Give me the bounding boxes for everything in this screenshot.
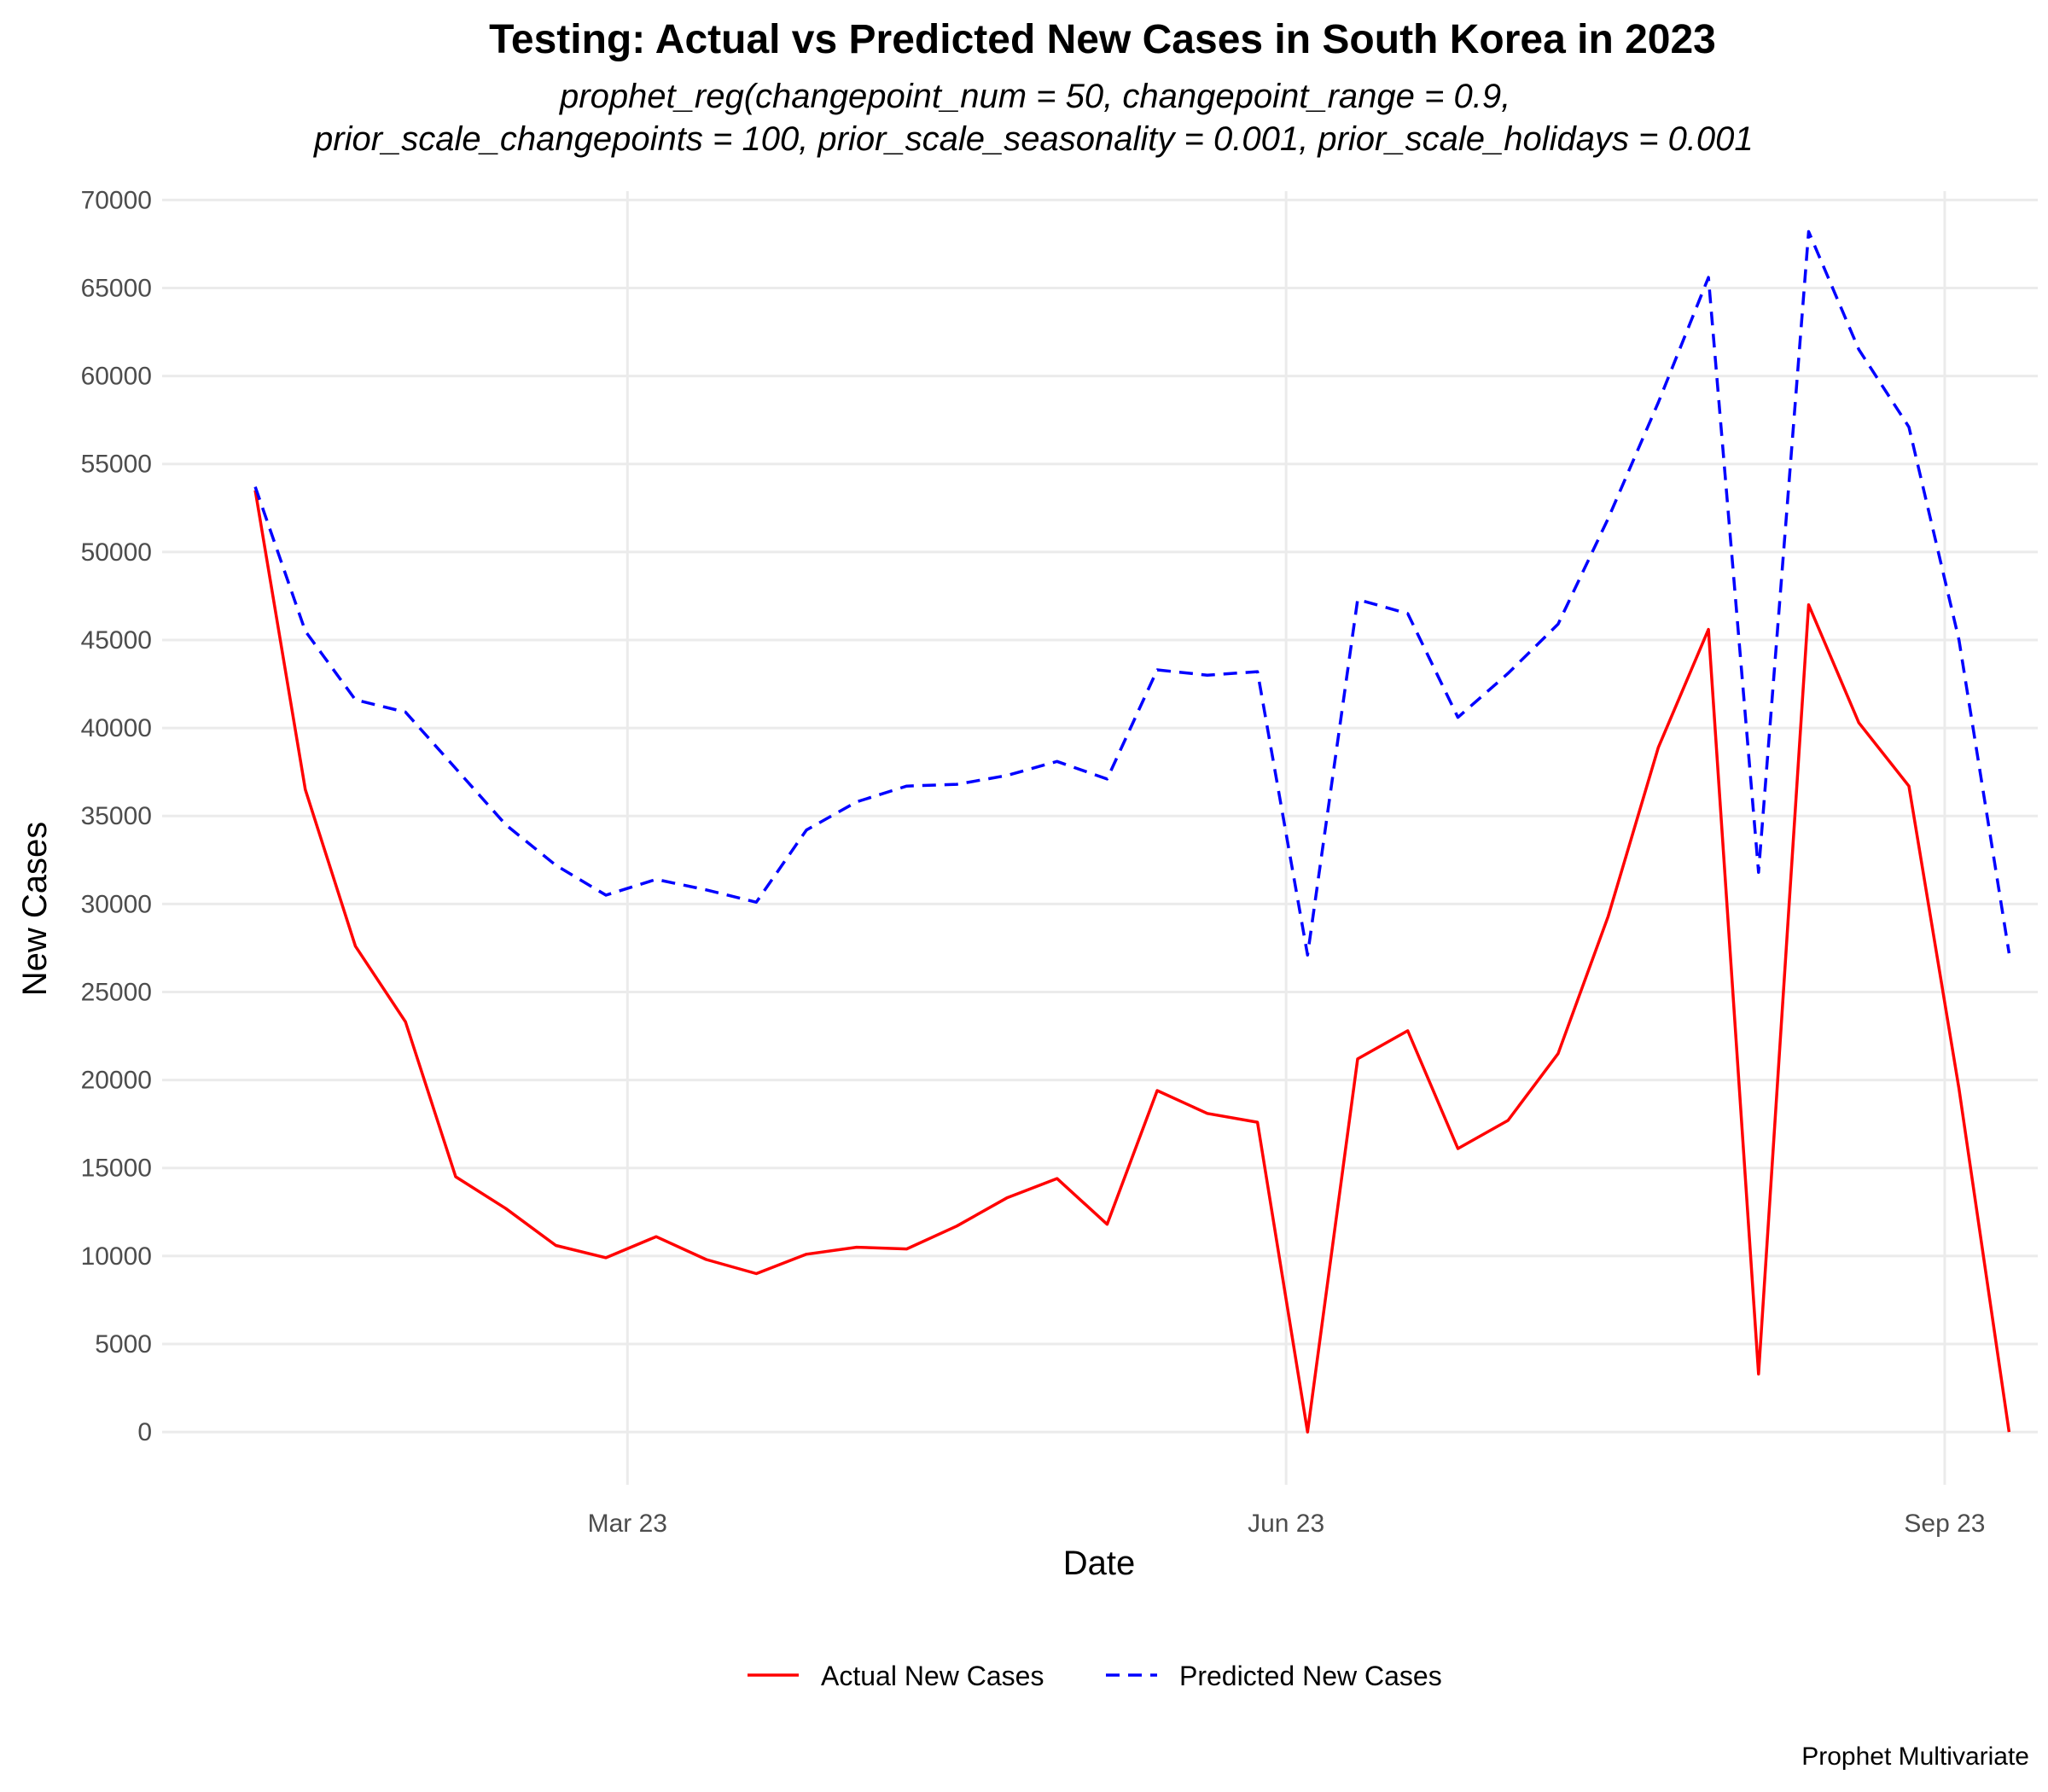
y-tick-label: 5000 [95, 1330, 152, 1359]
y-tick-label: 50000 [81, 538, 152, 567]
y-tick-label: 15000 [81, 1155, 152, 1183]
legend: Actual New Cases Predicted New Cases [748, 1661, 1442, 1691]
x-tick-label: Jun 23 [1248, 1510, 1324, 1538]
legend-label-actual: Actual New Cases [821, 1661, 1044, 1691]
legend-label-predicted: Predicted New Cases [1179, 1661, 1442, 1691]
plot-area [253, 230, 2011, 1434]
x-tick-label: Mar 23 [588, 1510, 667, 1538]
y-tick-label: 20000 [81, 1067, 152, 1095]
y-tick-label: 60000 [81, 363, 152, 391]
x-axis-title: Date [1063, 1545, 1136, 1582]
x-tick-label: Sep 23 [1904, 1510, 1985, 1538]
chart-caption: Prophet Multivariate [1801, 1743, 2029, 1771]
y-tick-label: 10000 [81, 1242, 152, 1271]
grid [162, 191, 2038, 1485]
y-tick-label: 55000 [81, 451, 152, 479]
chart-subtitle-line-2: prior_scale_changepoints = 100, prior_sc… [313, 120, 1754, 158]
y-tick-label: 35000 [81, 802, 152, 830]
x-axis-ticks: Mar 23 Jun 23 Sep 23 [588, 1510, 1986, 1538]
y-tick-label: 0 [137, 1418, 152, 1446]
y-axis-ticks: 0 5000 10000 15000 20000 25000 30000 35000 40000… [81, 186, 152, 1446]
y-tick-label: 30000 [81, 890, 152, 918]
chart-title: Testing: Actual vs Predicted New Cases i… [489, 17, 1716, 62]
y-tick-label: 25000 [81, 978, 152, 1006]
y-tick-label: 70000 [81, 186, 152, 214]
y-tick-label: 65000 [81, 274, 152, 302]
chart-subtitle-line-1: prophet_reg(changepoint_num = 50, change… [559, 78, 1510, 115]
series-line-actual [253, 490, 2011, 1434]
y-tick-label: 45000 [81, 626, 152, 655]
y-tick-label: 40000 [81, 714, 152, 742]
series-line-predicted [253, 230, 2011, 957]
y-axis-title: New Cases [16, 822, 54, 997]
